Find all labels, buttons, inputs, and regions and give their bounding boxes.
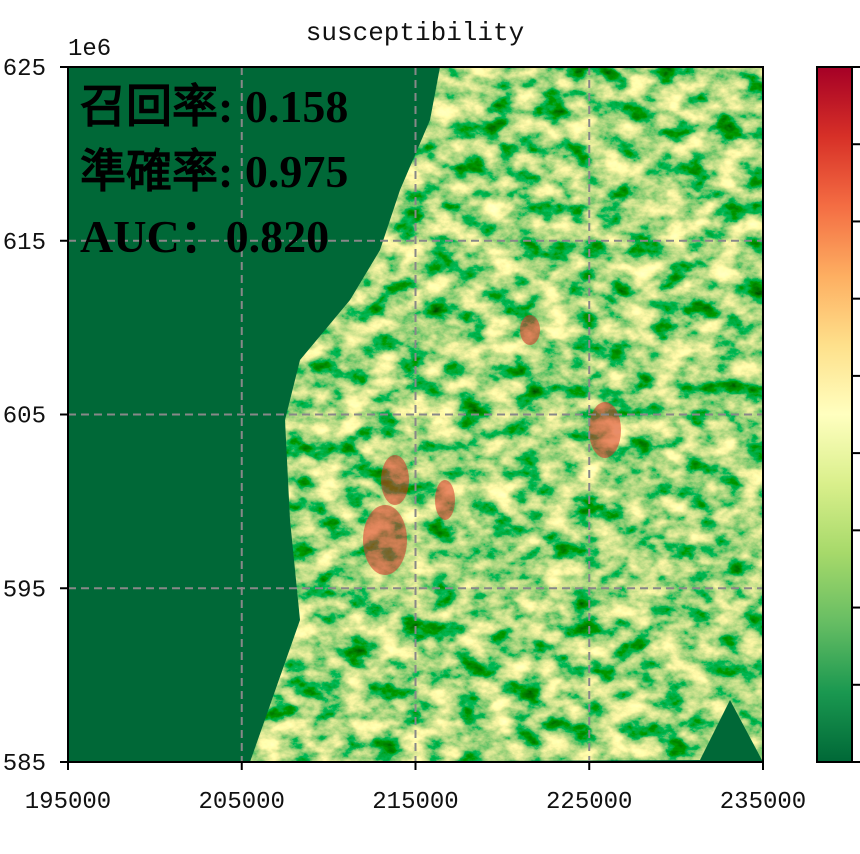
y-tick-label: 595 [3,577,46,604]
y-tick-label: 625 [3,56,46,83]
hot-spot [435,480,455,520]
x-tick-label: 225000 [546,789,632,816]
chart-title: susceptibility [306,18,524,48]
annotation: 準確率: 0.975 [80,146,348,197]
hot-spot [520,315,540,345]
y-tick-label: 615 [3,230,46,257]
hot-spot [381,455,409,505]
hot-spot [363,505,407,575]
chart: susceptibility 1e6 召回率: 0.158 準確率: 0.975 A… [0,0,860,854]
offset-text: 1e6 [68,36,111,63]
x-tick-label: 215000 [372,789,458,816]
annotation: AUC：0.820 [80,211,329,262]
y-tick-label: 585 [3,751,46,778]
annotation: 召回率: 0.158 [80,81,348,132]
page: {"chart_data": {"type": "heatmap", "titl… [0,0,860,854]
colorbar [817,67,852,762]
hot-spot [589,402,621,458]
x-tick-label: 205000 [199,789,285,816]
x-tick-label: 195000 [25,789,111,816]
y-tick-label: 605 [3,404,46,431]
colorbar-ticks [852,67,860,762]
x-tick-label: 235000 [720,789,806,816]
